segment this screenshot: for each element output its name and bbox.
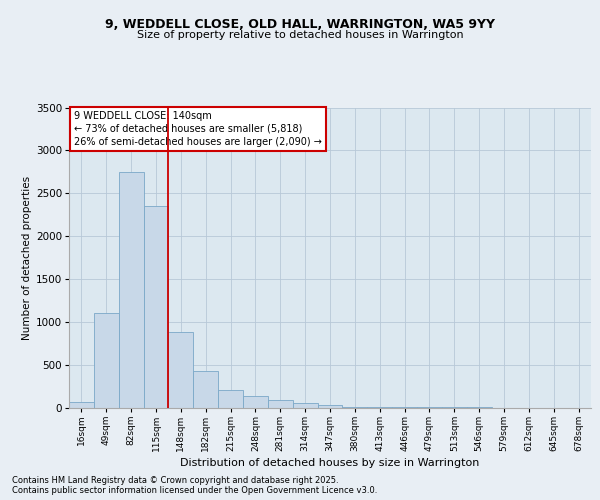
Text: 9, WEDDELL CLOSE, OLD HALL, WARRINGTON, WA5 9YY: 9, WEDDELL CLOSE, OLD HALL, WARRINGTON, … — [105, 18, 495, 30]
Y-axis label: Number of detached properties: Number of detached properties — [22, 176, 32, 340]
Bar — [293, 403, 317, 407]
Bar — [193, 370, 218, 408]
X-axis label: Distribution of detached houses by size in Warrington: Distribution of detached houses by size … — [181, 458, 479, 468]
Text: 9 WEDDELL CLOSE: 140sqm
← 73% of detached houses are smaller (5,818)
26% of semi: 9 WEDDELL CLOSE: 140sqm ← 73% of detache… — [74, 110, 322, 147]
Bar — [94, 313, 119, 408]
Bar — [317, 406, 343, 407]
Bar — [143, 206, 169, 408]
Bar — [343, 406, 367, 408]
Bar — [218, 390, 243, 407]
Bar — [119, 172, 143, 408]
Text: Contains public sector information licensed under the Open Government Licence v3: Contains public sector information licen… — [12, 486, 377, 495]
Bar — [69, 402, 94, 407]
Bar — [243, 396, 268, 407]
Bar — [268, 400, 293, 407]
Bar — [169, 332, 193, 407]
Text: Contains HM Land Registry data © Crown copyright and database right 2025.: Contains HM Land Registry data © Crown c… — [12, 476, 338, 485]
Text: Size of property relative to detached houses in Warrington: Size of property relative to detached ho… — [137, 30, 463, 40]
